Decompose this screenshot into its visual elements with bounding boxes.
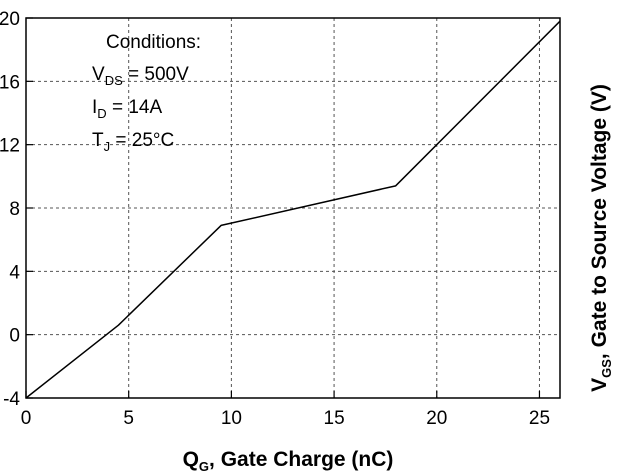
x-tick-label: 25	[529, 408, 550, 429]
y-tick-label: 16	[0, 72, 20, 93]
x-tick-label: 20	[426, 408, 447, 429]
x-tick-label: 10	[221, 408, 242, 429]
y-tick-labels: -4 0 4 8 12 16 20	[0, 9, 20, 410]
condition-tj: TJ = 25°C	[92, 130, 174, 154]
y-tick-label: 0	[9, 326, 20, 347]
gate-charge-curve	[25, 20, 561, 399]
grid	[26, 18, 560, 398]
y-tick-label: 8	[9, 199, 20, 220]
x-tick-label: 0	[21, 408, 32, 429]
conditions-annotation: Conditions: VDS = 500V ID = 14A TJ = 25°…	[92, 32, 201, 154]
y-tick-label: 12	[0, 136, 20, 157]
y-axis-label: VGS, Gate to Source Voltage (V)	[588, 84, 614, 392]
conditions-title: Conditions:	[106, 32, 201, 53]
x-axis-label: QG, Gate Charge (nC)	[183, 448, 394, 474]
condition-vds: VDS = 500V	[92, 64, 189, 88]
x-tick-labels: 0 5 10 15 20 25	[21, 408, 550, 429]
condition-id: ID = 14A	[92, 97, 162, 121]
x-tick-label: 15	[324, 408, 345, 429]
y-tick-label: 4	[9, 262, 20, 283]
y-tick-label: 20	[0, 9, 20, 30]
series-group	[25, 20, 561, 399]
axis-ticks	[25, 17, 541, 399]
y-tick-label: -4	[3, 389, 20, 410]
x-tick-label: 5	[123, 408, 134, 429]
